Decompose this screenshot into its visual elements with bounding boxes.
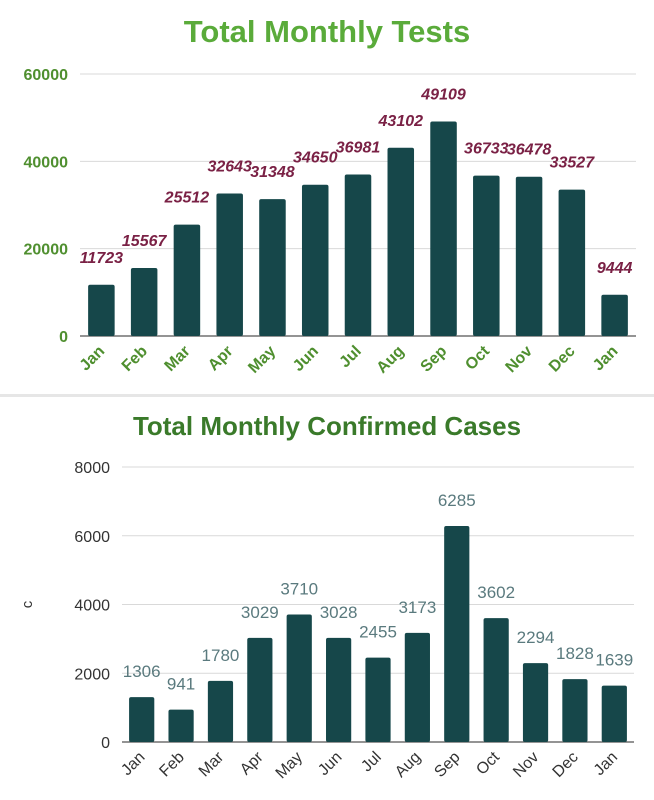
bar-jan-12: [601, 685, 627, 742]
x-tick-label: Jan: [77, 343, 109, 375]
bar-jan-0: [129, 697, 155, 742]
x-tick-label: Mar: [196, 748, 228, 780]
chart-separator: [0, 394, 654, 397]
data-label: 11723: [80, 250, 123, 267]
x-tick-label: Jul: [336, 343, 364, 371]
data-label: 3028: [320, 603, 358, 622]
bar-may-4: [259, 199, 286, 336]
data-label: 34650: [293, 150, 338, 167]
x-tick-label: Nov: [510, 749, 542, 781]
data-label: 32643: [207, 158, 252, 175]
bar-feb-1: [130, 268, 158, 336]
x-tick-label: Jul: [358, 749, 384, 775]
x-tick-label: Nov: [503, 343, 536, 376]
tests-chart: 0 20000 40000 60000 11723 Jan 15567 Feb 25512 Mar…: [24, 67, 636, 377]
x-tick-label: Sep: [418, 343, 451, 376]
bar-feb-1: [168, 709, 194, 742]
y-tick-label: 2000: [74, 666, 110, 683]
tests-chart-title: Total Monthly Tests: [183, 14, 471, 49]
x-tick-label: May: [273, 749, 306, 782]
data-label: 9444: [597, 260, 633, 277]
bar-nov-10: [522, 663, 549, 742]
y-tick-label: 60000: [24, 67, 69, 84]
bar-jan-0: [88, 284, 115, 336]
x-tick-label: Apr: [237, 748, 267, 778]
x-tick-label: Apr: [205, 343, 237, 375]
data-label: 1780: [202, 646, 240, 665]
x-tick-label: Jan: [590, 343, 622, 375]
x-tick-label: Feb: [156, 749, 188, 781]
bar-oct-9: [483, 618, 509, 742]
data-label: 36733: [464, 141, 509, 158]
y-tick-label: 0: [59, 329, 68, 346]
x-tick-label: Oct: [462, 342, 493, 373]
bar-jul-6: [344, 174, 372, 336]
x-tick-label: Jun: [290, 343, 322, 375]
bar-jan-12: [601, 294, 628, 336]
data-label: 1828: [556, 644, 594, 663]
bar-mar-2: [207, 680, 234, 742]
data-label: 49109: [420, 87, 466, 104]
bar-dec-11: [558, 189, 586, 336]
x-tick-label: Oct: [473, 748, 503, 778]
bar-sep-8: [444, 525, 470, 742]
bar-jun-5: [326, 637, 352, 742]
x-tick-label: Jun: [315, 749, 345, 779]
data-label: 941: [167, 675, 195, 694]
data-label: 2294: [517, 628, 555, 647]
x-tick-label: Aug: [392, 749, 424, 781]
y-tick-label: 20000: [24, 242, 69, 259]
x-tick-label: Dec: [546, 343, 579, 376]
bar-apr-3: [247, 637, 273, 742]
data-label: 3173: [398, 598, 436, 617]
data-label: 36981: [336, 140, 381, 157]
y-tick-label: 4000: [74, 598, 110, 615]
data-label: 31348: [250, 164, 295, 181]
data-label: 1639: [595, 651, 633, 670]
cases-chart-panel: 0 2000 4000 6000 8000 1306 Jan 941 Feb 1780 Mar 302…: [0, 397, 654, 800]
bar-dec-11: [562, 679, 588, 742]
x-tick-label: Jan: [118, 749, 148, 779]
bar-aug-7: [404, 632, 430, 742]
data-label: 3710: [280, 579, 318, 598]
y-tick-label: 6000: [74, 529, 110, 546]
data-label: 6285: [438, 491, 476, 510]
x-tick-label: Jan: [591, 749, 621, 779]
bar-nov-10: [515, 176, 543, 336]
data-label: 36478: [507, 142, 552, 159]
cases-chart: 0 2000 4000 6000 8000 1306 Jan 941 Feb 1780 Mar 302…: [19, 460, 634, 782]
data-label: 3602: [477, 583, 515, 602]
bar-mar-2: [173, 224, 201, 336]
bar-aug-7: [387, 147, 415, 336]
x-tick-label: Feb: [119, 343, 151, 375]
tests-chart-panel: 0 20000 40000 60000 11723 Jan 15567 Feb 25512 Mar…: [0, 0, 654, 395]
x-tick-label: Sep: [431, 749, 463, 781]
bar-jun-5: [301, 184, 329, 336]
data-label: 43102: [378, 113, 424, 130]
y-axis-label: c: [19, 600, 36, 608]
data-label: 15567: [122, 233, 168, 250]
x-tick-label: Mar: [162, 343, 194, 375]
x-tick-label: Dec: [550, 749, 582, 781]
y-tick-label: 40000: [24, 154, 69, 171]
bar-apr-3: [216, 193, 243, 336]
data-label: 33527: [550, 155, 596, 172]
x-tick-label: May: [245, 343, 279, 377]
x-tick-label: Aug: [374, 343, 408, 377]
data-label: 25512: [164, 190, 210, 207]
bar-sep-8: [430, 121, 457, 336]
data-label: 1306: [123, 662, 161, 681]
y-tick-label: 8000: [74, 460, 110, 477]
data-label: 2455: [359, 623, 397, 642]
bar-jul-6: [365, 657, 391, 742]
y-tick-label: 0: [101, 735, 110, 752]
bar-oct-9: [473, 175, 500, 336]
bar-may-4: [286, 614, 312, 742]
cases-chart-title: Total Monthly Confirmed Cases: [132, 411, 522, 441]
data-label: 3029: [241, 603, 279, 622]
